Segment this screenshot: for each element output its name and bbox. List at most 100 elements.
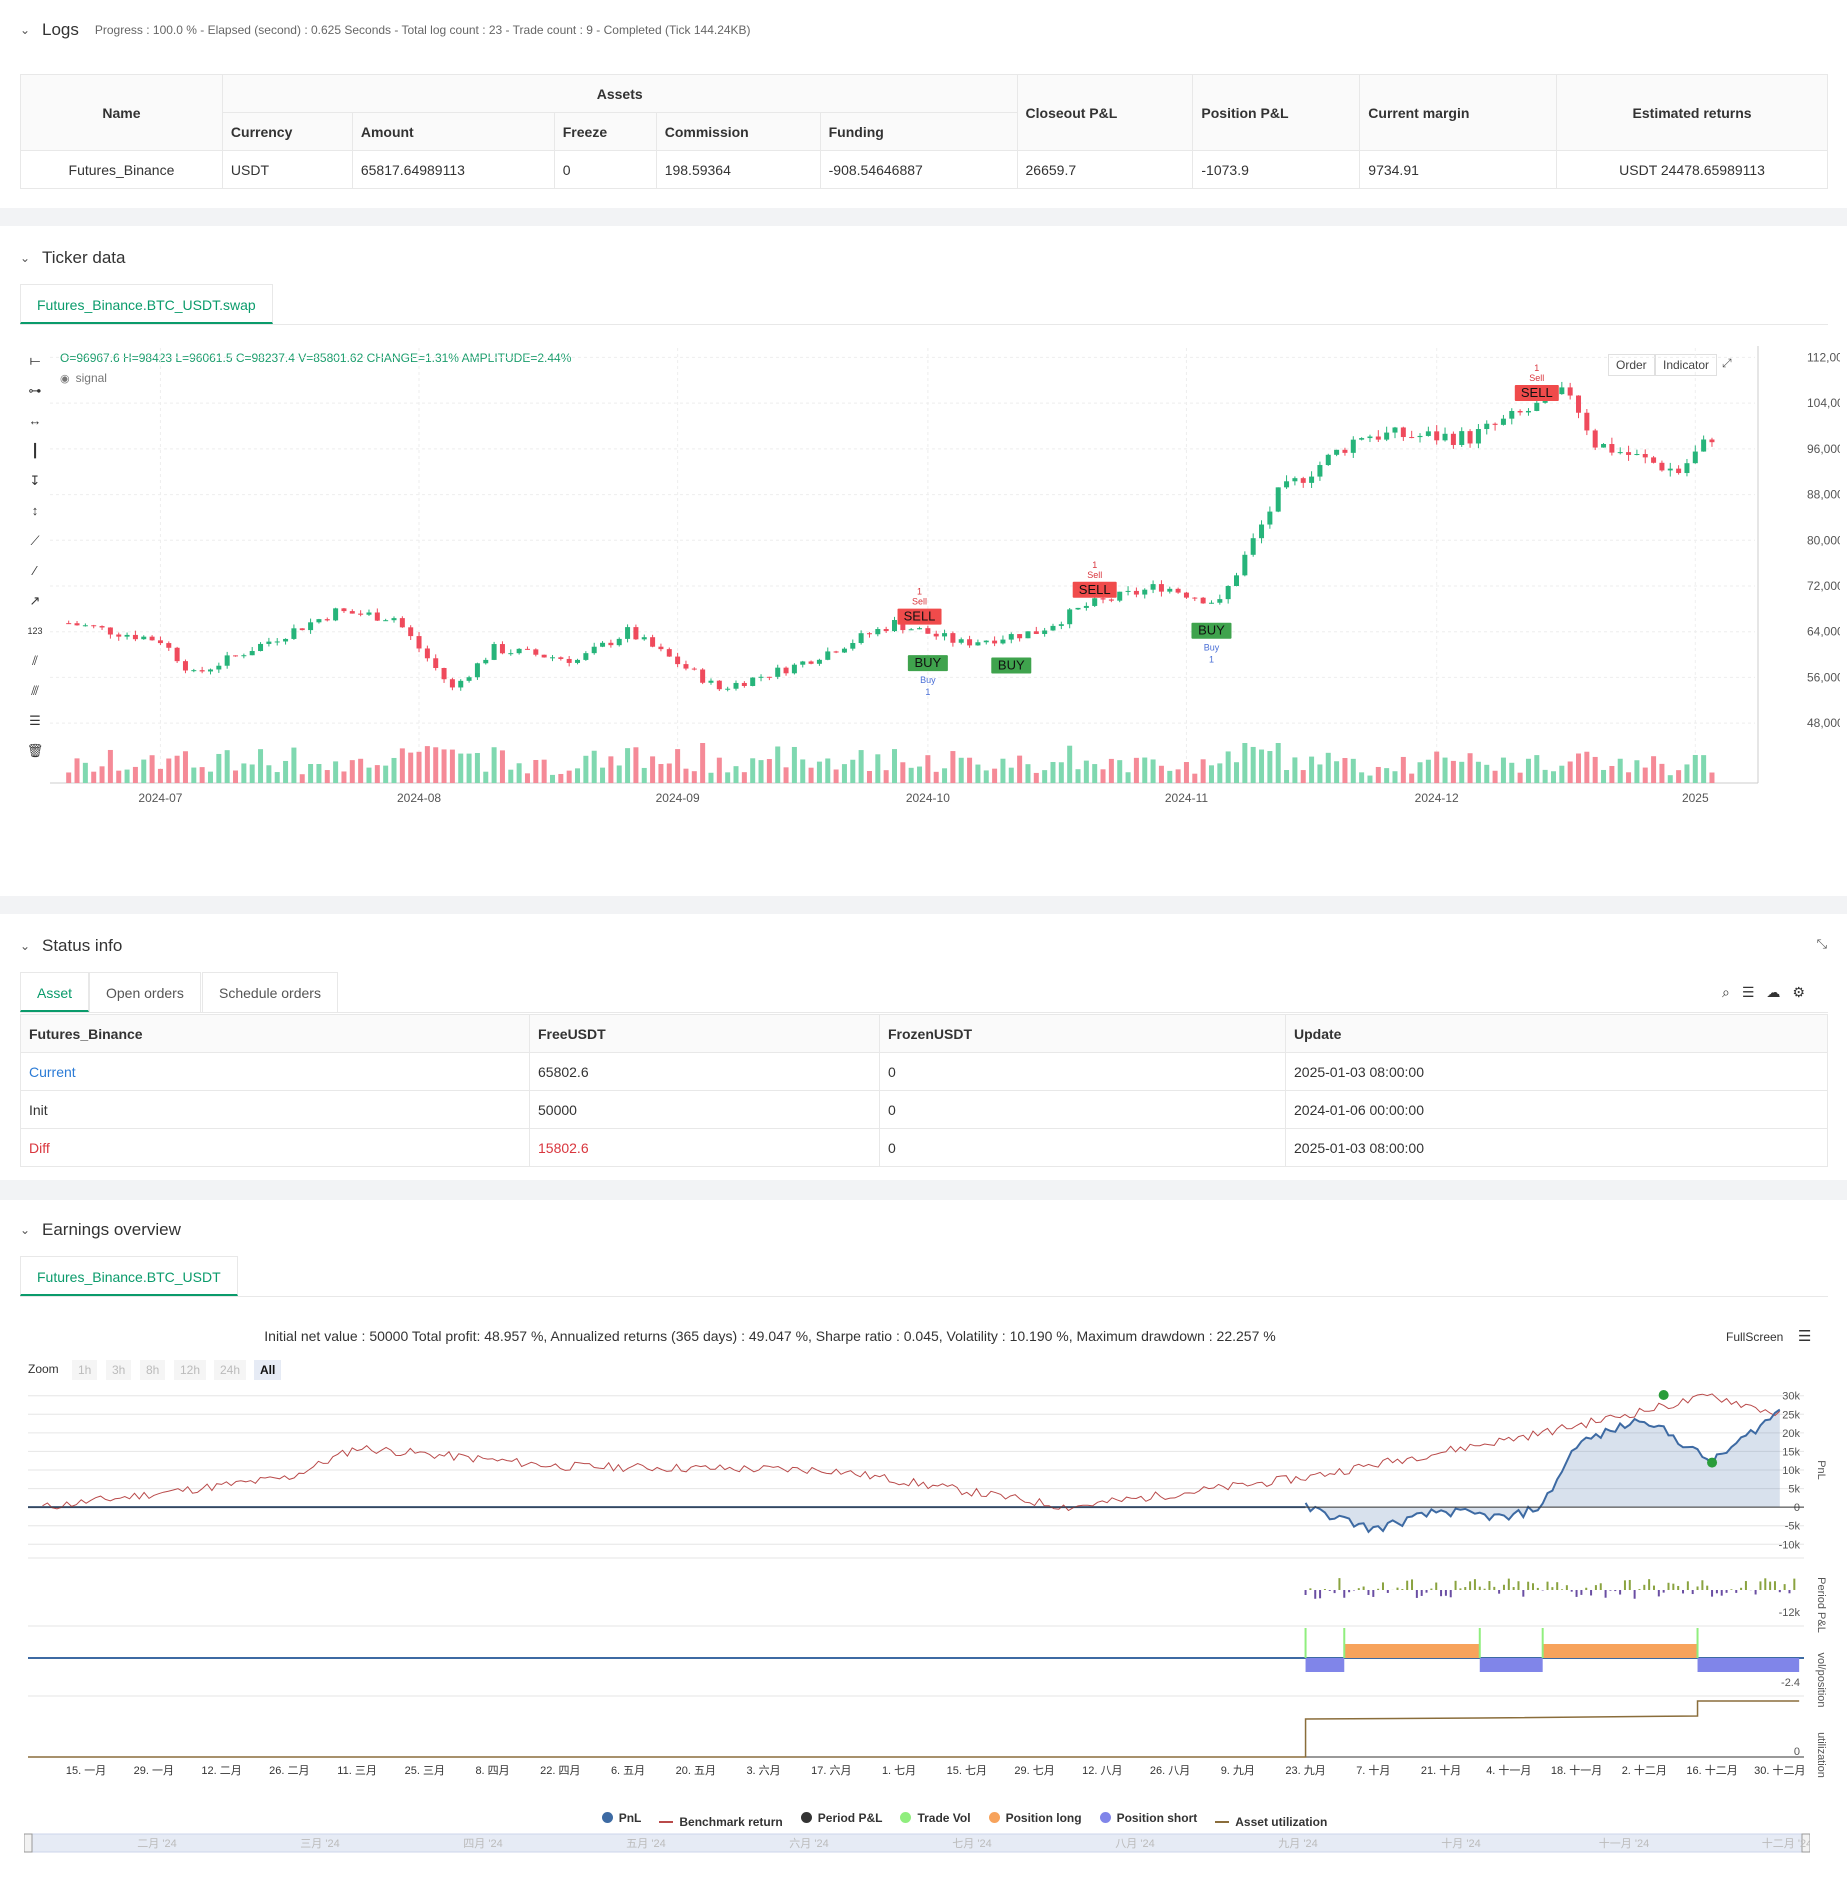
candle [1150, 580, 1156, 594]
volume-bar [1175, 769, 1181, 783]
navigator-right-handle[interactable] [1801, 1833, 1810, 1853]
zoom-button-24h[interactable]: 24h [214, 1360, 247, 1380]
candlestick-chart[interactable]: 112,000.00 104,000.00 96,000.00 88,000.00 80… [50, 346, 1840, 866]
candle [1651, 455, 1657, 464]
earnings-chart[interactable]: 30k 25k 20k 15k 10k 5k 0 -5k -10k PnL Period P&L vo… [0, 1390, 1847, 1810]
buy-signal[interactable]: BUY Buy 1 [1191, 622, 1232, 665]
vertical-segment-icon[interactable]: ↕ [31, 503, 39, 518]
volume-bar [1292, 757, 1298, 783]
zoom-button-8h[interactable]: 8h [140, 1360, 166, 1380]
ticker-header[interactable]: ⌄ Ticker data [20, 248, 125, 268]
price-label-icon[interactable]: 123 [27, 626, 43, 636]
fib-icon[interactable]: ⫻ [31, 683, 39, 698]
x-tick-label: 25. 三月 [405, 1765, 445, 1777]
earnings-header[interactable]: ⌄ Earnings overview [20, 1220, 181, 1240]
menu-icon[interactable]: ☰ [1798, 1328, 1812, 1345]
period-pnl-bar [1696, 1586, 1699, 1590]
arrow-line-icon[interactable]: ↗ [29, 593, 41, 608]
trash-icon[interactable]: 🗑 [26, 743, 44, 758]
legend-item[interactable]: Asset utilization [1215, 1815, 1327, 1829]
parallel-channel-icon[interactable]: ⫽ [32, 653, 38, 668]
signal-legend[interactable]: ◉ signal [60, 371, 107, 385]
search-icon[interactable]: ⌕ [1722, 984, 1730, 1000]
legend-item[interactable]: Position short [1099, 1811, 1197, 1825]
range-navigator[interactable]: 二月 '24 三月 '24 四月 '24 五月 '24 六月 '24 七月 '24 八月 '… [24, 1832, 1810, 1854]
buy-signal[interactable]: BUY Buy 1 [907, 655, 948, 697]
extended-line-icon[interactable]: ↔ [28, 413, 42, 428]
logs-title: Logs [42, 20, 79, 39]
collapse-icon[interactable]: ⤡ [1816, 936, 1827, 951]
period-pnl-bar [1730, 1589, 1733, 1590]
indicator-button[interactable]: Indicator [1655, 354, 1718, 376]
period-pnl-bar [1517, 1581, 1520, 1590]
vertical-ray-icon[interactable]: ↧ [29, 473, 41, 488]
tab-asset[interactable]: Asset [20, 972, 90, 1012]
cloud-download-icon[interactable]: ☁ [1766, 984, 1781, 1000]
volume-bar [366, 767, 372, 783]
volume-bar [433, 747, 439, 783]
x-tick-label: 9. 九月 [1221, 1764, 1255, 1777]
tab-schedule-orders[interactable]: Schedule orders [202, 972, 338, 1012]
period-pnl-bar [1701, 1580, 1704, 1590]
buy-signal[interactable]: BUY [991, 657, 1032, 674]
row-label-current[interactable]: Current [20, 1052, 530, 1091]
candle [583, 651, 589, 661]
logs-panel: ⌄ Logs Progress : 100.0 % - Elapsed (sec… [0, 0, 1847, 208]
tab-ticker-symbol[interactable]: Futures_Binance.BTC_USDT.swap [20, 284, 273, 324]
chevron-down-icon[interactable]: ⌄ [20, 1223, 31, 1237]
zoom-button-12h[interactable]: 12h [174, 1360, 207, 1380]
eye-icon[interactable]: ◉ [60, 372, 70, 385]
candle [1659, 460, 1665, 472]
zoom-button-3h[interactable]: 3h [106, 1360, 132, 1380]
zoom-button-all[interactable]: All [254, 1360, 282, 1380]
list-icon[interactable]: ☰ [1741, 984, 1755, 1000]
period-pnl-bar [1367, 1590, 1370, 1595]
legend-item[interactable]: PnL [601, 1811, 641, 1825]
legend-item[interactable]: Position long [988, 1811, 1082, 1825]
benchmark-line [42, 1393, 1781, 1512]
horizontal-ray-icon[interactable]: ⟝ [29, 353, 41, 368]
vertical-line-icon[interactable]: ┃ [31, 443, 39, 458]
legend-item[interactable]: Period P&L [800, 1811, 882, 1825]
volume-bar [1250, 746, 1256, 783]
tab-earnings-symbol[interactable]: Futures_Binance.BTC_USDT [20, 1256, 238, 1296]
navigator-tick: 六月 '24 [789, 1837, 828, 1850]
volume-bar [541, 759, 547, 783]
candle [1617, 447, 1623, 455]
tab-open-orders[interactable]: Open orders [89, 972, 201, 1012]
expand-icon[interactable]: ⤢ [1722, 356, 1732, 370]
volume-bar [66, 772, 72, 783]
candle [741, 681, 747, 688]
trend-line-icon[interactable]: ⟋ [30, 533, 40, 548]
volume-bar [1008, 767, 1014, 783]
legend-item[interactable]: Benchmark return [659, 1815, 783, 1829]
volume-bar [1242, 743, 1248, 783]
chevron-down-icon[interactable]: ⌄ [20, 251, 31, 265]
candle [675, 652, 681, 668]
order-button[interactable]: Order [1608, 354, 1655, 376]
chevron-down-icon[interactable]: ⌄ [20, 23, 31, 37]
volume-bar [700, 743, 706, 783]
period-pnl-bar [1493, 1586, 1496, 1590]
ray-line-icon[interactable]: ⁄ [33, 563, 37, 578]
navigator-track[interactable] [24, 1833, 1810, 1853]
legend-item[interactable]: Trade Vol [900, 1811, 971, 1825]
period-pnl-bar [1556, 1582, 1559, 1590]
logs-header[interactable]: ⌄ Logs Progress : 100.0 % - Elapsed (sec… [20, 20, 751, 40]
gear-icon[interactable]: ⚙ [1792, 984, 1805, 1000]
navigator-left-handle[interactable] [24, 1833, 33, 1853]
chevron-down-icon[interactable]: ⌄ [20, 939, 31, 953]
volume-bar [1400, 756, 1406, 783]
horizontal-line-icon[interactable]: ⊶ [28, 383, 42, 398]
period-pnl-bar [1507, 1578, 1510, 1590]
fullscreen-button[interactable]: FullScreen [1726, 1330, 1784, 1344]
pnl-tick-label: 15k [1782, 1446, 1800, 1458]
grid-lines-icon[interactable]: ☰ [29, 713, 41, 728]
status-header[interactable]: ⌄ Status info [20, 936, 122, 956]
row-label-init: Init [20, 1090, 530, 1129]
volume-bar [191, 767, 197, 783]
zoom-button-1h[interactable]: 1h [72, 1360, 98, 1380]
